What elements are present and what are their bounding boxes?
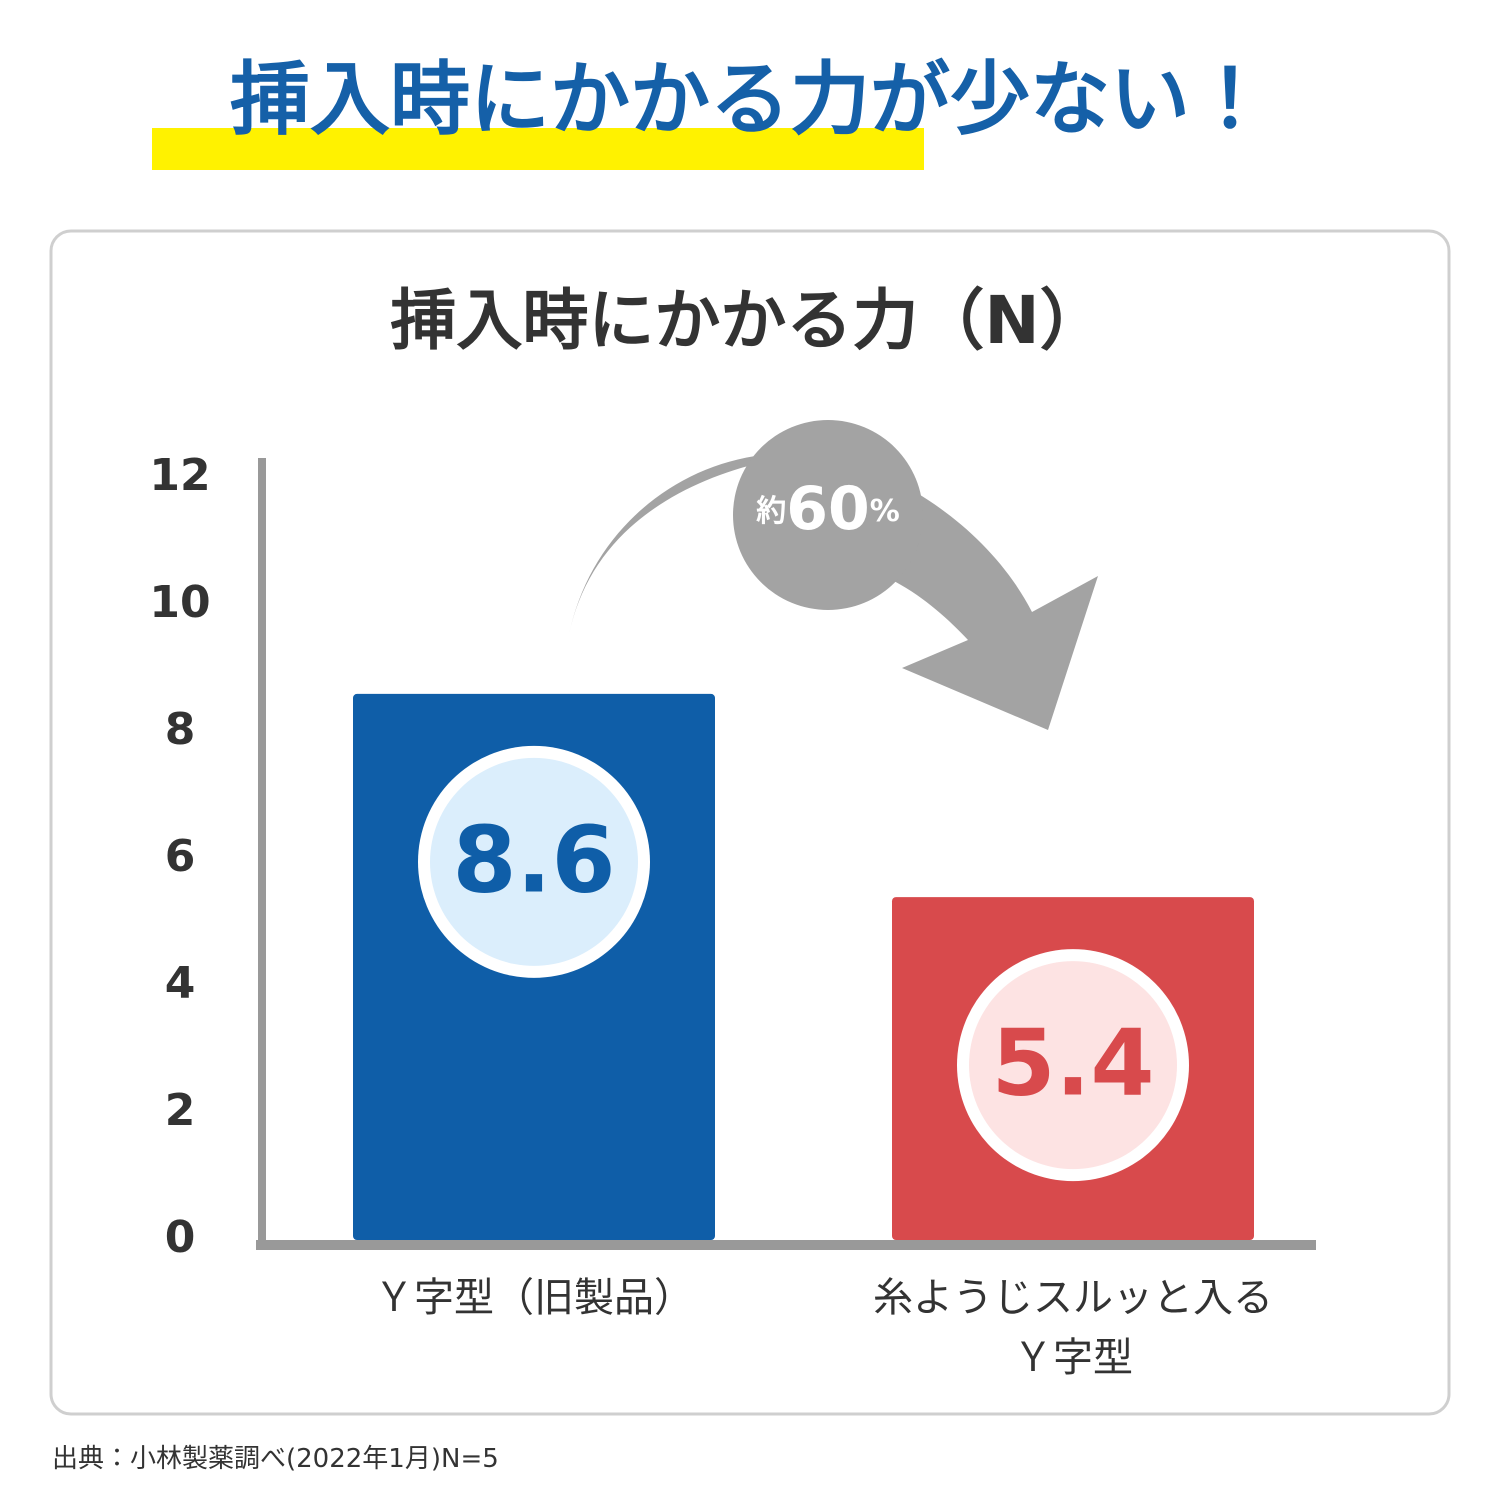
y-tick-label: 10 bbox=[149, 577, 210, 628]
x-tick-label: Ｙ字型（旧製品） bbox=[374, 1275, 694, 1321]
annotation-suffix: % bbox=[870, 494, 900, 529]
source-note: 出典：小林製薬調べ(2022年1月)N=5 bbox=[52, 1444, 499, 1474]
x-tick-label: 糸ようじスルッと入る Ｙ字型 bbox=[873, 1275, 1273, 1381]
y-tick-label: 8 bbox=[165, 704, 196, 755]
value-label: 8.6 bbox=[453, 806, 616, 913]
y-tick-label: 4 bbox=[165, 958, 196, 1009]
annotation: 約60% bbox=[756, 474, 900, 544]
annotation-prefix: 約 bbox=[756, 494, 786, 529]
trend-arrow: 約60% bbox=[568, 420, 1098, 730]
value-badge-inner bbox=[969, 961, 1177, 1170]
headline-highlight bbox=[152, 128, 924, 170]
annotation-badge bbox=[733, 420, 923, 610]
value-label: 5.4 bbox=[992, 1009, 1155, 1116]
y-tick-label: 2 bbox=[165, 1085, 196, 1136]
y-tick-label: 6 bbox=[165, 831, 196, 882]
annotation-number: 60 bbox=[786, 474, 870, 544]
value-badge-inner bbox=[430, 757, 638, 966]
y-tick-label: 12 bbox=[149, 450, 210, 501]
y-tick-label: 0 bbox=[165, 1212, 196, 1263]
arrow-shape bbox=[568, 453, 1098, 730]
chart-title: 挿入時にかかる力（N） bbox=[390, 282, 1105, 359]
headline: 挿入時にかかる力が少ない！ bbox=[230, 53, 1270, 146]
